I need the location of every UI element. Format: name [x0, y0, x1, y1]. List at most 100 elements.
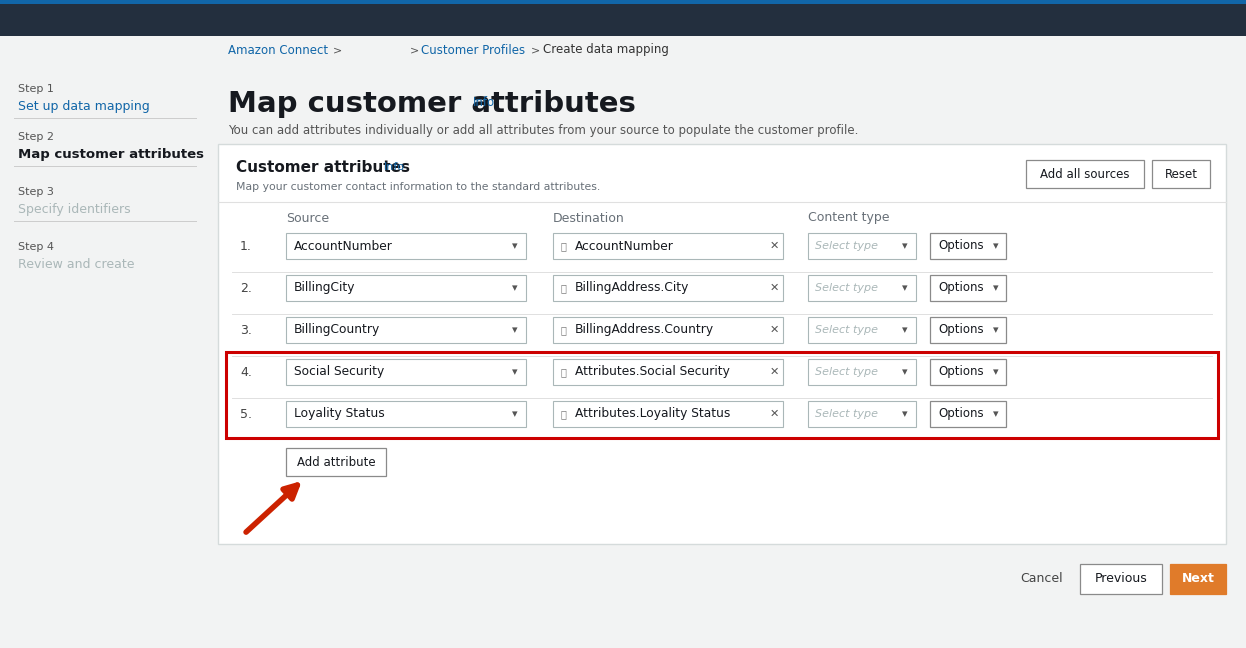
Text: Cancel: Cancel [1020, 572, 1063, 586]
Text: ✕: ✕ [770, 325, 780, 335]
Text: 🔍: 🔍 [561, 241, 567, 251]
Text: Specify identifiers: Specify identifiers [17, 203, 131, 216]
Text: BillingAddress.City: BillingAddress.City [574, 281, 689, 294]
Text: 🔍: 🔍 [561, 409, 567, 419]
FancyBboxPatch shape [0, 36, 1246, 64]
FancyBboxPatch shape [1080, 564, 1163, 594]
Text: Select type: Select type [815, 283, 878, 293]
Text: Options: Options [938, 281, 983, 294]
Text: ▾: ▾ [902, 241, 907, 251]
Text: ▾: ▾ [902, 409, 907, 419]
FancyBboxPatch shape [287, 275, 526, 301]
Text: ▾: ▾ [993, 367, 998, 377]
Text: ▾: ▾ [993, 241, 998, 251]
FancyBboxPatch shape [287, 233, 526, 259]
Text: Attributes.Social Security: Attributes.Social Security [574, 365, 730, 378]
FancyBboxPatch shape [1025, 160, 1144, 188]
Text: Options: Options [938, 408, 983, 421]
Text: Select type: Select type [815, 325, 878, 335]
Text: Options: Options [938, 365, 983, 378]
FancyBboxPatch shape [807, 359, 916, 385]
Text: 🔍: 🔍 [561, 367, 567, 377]
Text: Step 2: Step 2 [17, 132, 54, 142]
FancyBboxPatch shape [553, 275, 782, 301]
Text: Attributes.Loyality Status: Attributes.Loyality Status [574, 408, 730, 421]
FancyBboxPatch shape [807, 317, 916, 343]
Text: ▾: ▾ [512, 367, 517, 377]
Text: Create data mapping: Create data mapping [543, 43, 669, 56]
Text: ▾: ▾ [902, 283, 907, 293]
FancyBboxPatch shape [930, 233, 1006, 259]
Text: ✕: ✕ [770, 367, 780, 377]
Text: Source: Source [287, 211, 329, 224]
Text: Select type: Select type [815, 409, 878, 419]
Text: Map customer attributes: Map customer attributes [17, 148, 204, 161]
Text: ✕: ✕ [770, 241, 780, 251]
Text: BillingCountry: BillingCountry [294, 323, 380, 336]
FancyBboxPatch shape [930, 359, 1006, 385]
Text: Set up data mapping: Set up data mapping [17, 100, 150, 113]
Text: ▾: ▾ [512, 241, 517, 251]
Text: 3.: 3. [240, 323, 252, 336]
Text: Previous: Previous [1095, 572, 1148, 586]
Text: AccountNumber: AccountNumber [294, 240, 392, 253]
Text: ✕: ✕ [770, 409, 780, 419]
FancyBboxPatch shape [0, 64, 211, 648]
Text: Step 3: Step 3 [17, 187, 54, 197]
Text: 🔍: 🔍 [561, 283, 567, 293]
FancyBboxPatch shape [553, 233, 782, 259]
FancyBboxPatch shape [287, 317, 526, 343]
FancyBboxPatch shape [1153, 160, 1210, 188]
Text: ▾: ▾ [902, 367, 907, 377]
Text: 4.: 4. [240, 365, 252, 378]
Text: Step 1: Step 1 [17, 84, 54, 94]
Text: ▾: ▾ [993, 283, 998, 293]
FancyBboxPatch shape [930, 401, 1006, 427]
Text: Select type: Select type [815, 241, 878, 251]
Text: Add all sources: Add all sources [1040, 167, 1130, 181]
FancyBboxPatch shape [807, 233, 916, 259]
Text: ▾: ▾ [902, 325, 907, 335]
Text: 🔍: 🔍 [561, 325, 567, 335]
Text: Destination: Destination [553, 211, 624, 224]
Text: ▾: ▾ [512, 409, 517, 419]
FancyBboxPatch shape [807, 275, 916, 301]
Text: 1.: 1. [240, 240, 252, 253]
Text: Info: Info [384, 162, 405, 172]
Text: >: > [333, 45, 343, 55]
FancyBboxPatch shape [807, 401, 916, 427]
Text: 2.: 2. [240, 281, 252, 294]
FancyBboxPatch shape [343, 43, 402, 57]
Text: Reset: Reset [1165, 167, 1197, 181]
FancyBboxPatch shape [553, 317, 782, 343]
Text: AccountNumber: AccountNumber [574, 240, 674, 253]
FancyBboxPatch shape [553, 401, 782, 427]
FancyBboxPatch shape [930, 275, 1006, 301]
FancyBboxPatch shape [0, 0, 1246, 4]
FancyBboxPatch shape [287, 359, 526, 385]
Text: >: > [410, 45, 419, 55]
Text: ▾: ▾ [993, 409, 998, 419]
Text: Map your customer contact information to the standard attributes.: Map your customer contact information to… [235, 182, 601, 192]
FancyBboxPatch shape [0, 4, 1246, 36]
Text: Customer attributes: Customer attributes [235, 160, 410, 175]
Text: Loyality Status: Loyality Status [294, 408, 385, 421]
Text: Select type: Select type [815, 367, 878, 377]
Text: Step 4: Step 4 [17, 242, 54, 252]
Text: Info: Info [473, 96, 495, 109]
Text: Amazon Connect: Amazon Connect [228, 43, 328, 56]
Text: ▾: ▾ [993, 325, 998, 335]
FancyBboxPatch shape [287, 401, 526, 427]
Text: ✕: ✕ [770, 283, 780, 293]
Text: Add attribute: Add attribute [297, 456, 375, 469]
Text: Social Security: Social Security [294, 365, 384, 378]
Text: Content type: Content type [807, 211, 890, 224]
Text: Options: Options [938, 240, 983, 253]
Text: BillingAddress.Country: BillingAddress.Country [574, 323, 714, 336]
Text: Options: Options [938, 323, 983, 336]
FancyBboxPatch shape [930, 317, 1006, 343]
FancyBboxPatch shape [218, 144, 1226, 544]
Text: >: > [531, 45, 541, 55]
Text: ▾: ▾ [512, 325, 517, 335]
FancyBboxPatch shape [287, 448, 386, 476]
